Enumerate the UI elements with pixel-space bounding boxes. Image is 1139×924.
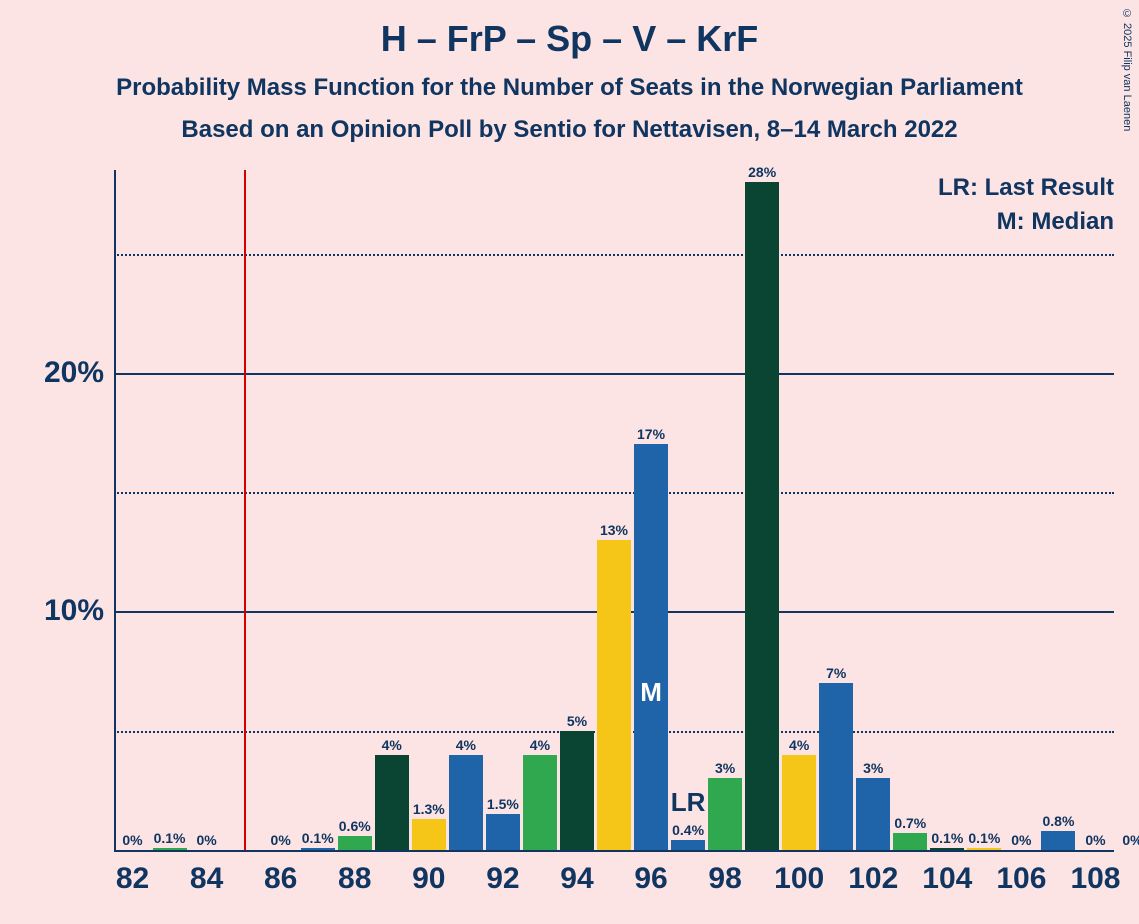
bar: 1.3%: [412, 819, 446, 850]
x-tick-label: 100: [774, 850, 824, 896]
bar-value-label: 0.7%: [894, 815, 926, 833]
gridline: [114, 254, 1114, 256]
bar: 3%: [708, 778, 742, 850]
bar-value-label: 0.1%: [968, 830, 1000, 848]
legend: LR: Last Result M: Median: [938, 174, 1114, 236]
bar-value-label: 0%: [271, 832, 291, 850]
bar-value-label: 28%: [748, 164, 776, 182]
y-tick-label: 20%: [44, 356, 114, 390]
bar: 4%: [782, 755, 816, 850]
x-tick-label: 106: [996, 850, 1046, 896]
bar-value-label: 3%: [863, 760, 883, 778]
bar-value-label: 0.6%: [339, 818, 371, 836]
x-tick-label: 84: [190, 850, 223, 896]
y-tick-label: 10%: [44, 594, 114, 628]
x-tick-label: 96: [634, 850, 667, 896]
bar-value-label: 3%: [715, 760, 735, 778]
x-tick-label: 90: [412, 850, 445, 896]
x-tick-label: 98: [708, 850, 741, 896]
bar-value-label: 7%: [826, 665, 846, 683]
bar-value-label: 5%: [567, 713, 587, 731]
bar-value-label: 0%: [1122, 832, 1139, 850]
x-tick-label: 88: [338, 850, 371, 896]
bar: 0.1%: [153, 848, 187, 850]
bar-value-label: 4%: [456, 737, 476, 755]
chart-container: H – FrP – Sp – V – KrF Probability Mass …: [0, 0, 1139, 924]
bar: 17%M: [634, 444, 668, 850]
bar-value-label: 0%: [122, 832, 142, 850]
bar: 4%: [375, 755, 409, 850]
bar-value-label: 1.3%: [413, 801, 445, 819]
bar: 0.6%: [338, 836, 372, 850]
bar-value-label: 0.8%: [1042, 813, 1074, 831]
median-marker: M: [640, 677, 662, 708]
chart-subtitle-2: Based on an Opinion Poll by Sentio for N…: [0, 116, 1139, 144]
plot-area: LR: Last Result M: Median 10%20%82848688…: [114, 170, 1114, 850]
bar-value-label: 0%: [196, 832, 216, 850]
bar-value-label: 4%: [530, 737, 550, 755]
chart-title: H – FrP – Sp – V – KrF: [0, 18, 1139, 60]
legend-lr: LR: Last Result: [938, 174, 1114, 202]
last-result-line: [244, 170, 246, 850]
bar-value-label: 1.5%: [487, 796, 519, 814]
x-tick-label: 102: [848, 850, 898, 896]
bar-value-label: 0.1%: [154, 830, 186, 848]
bar: 0.4%LR: [671, 840, 705, 850]
bar: 13%: [597, 540, 631, 850]
bar: 4%: [523, 755, 557, 850]
bar: 1.5%: [486, 814, 520, 850]
bar: 0.1%: [967, 848, 1001, 850]
last-result-marker: LR: [671, 787, 706, 840]
bar: 3%: [856, 778, 890, 850]
bar-value-label: 4%: [382, 737, 402, 755]
bar: 0.1%: [930, 848, 964, 850]
bar: 0.7%: [893, 833, 927, 850]
bar: 7%: [819, 683, 853, 850]
bar-value-label: 0%: [1085, 832, 1105, 850]
x-tick-label: 92: [486, 850, 519, 896]
chart-subtitle-1: Probability Mass Function for the Number…: [0, 74, 1139, 102]
x-tick-label: 82: [116, 850, 149, 896]
bar: 0.8%: [1041, 831, 1075, 850]
bar: 0.1%: [301, 848, 335, 850]
legend-m: M: Median: [938, 208, 1114, 236]
gridline: [114, 373, 1114, 375]
bar: 5%: [560, 731, 594, 850]
bar-value-label: 4%: [789, 737, 809, 755]
bar-value-label: 0.1%: [931, 830, 963, 848]
x-tick-label: 94: [560, 850, 593, 896]
bar: 28%: [745, 182, 779, 850]
bar-value-label: 0.1%: [302, 830, 334, 848]
y-axis: [114, 170, 116, 850]
x-tick-label: 108: [1070, 850, 1120, 896]
bar-value-label: 17%: [637, 426, 665, 444]
x-tick-label: 104: [922, 850, 972, 896]
gridline: [114, 492, 1114, 494]
copyright-label: © 2025 Filip van Laenen: [1121, 8, 1133, 131]
x-tick-label: 86: [264, 850, 297, 896]
bar: 4%: [449, 755, 483, 850]
bar-value-label: 0%: [1011, 832, 1031, 850]
bar-value-label: 13%: [600, 522, 628, 540]
